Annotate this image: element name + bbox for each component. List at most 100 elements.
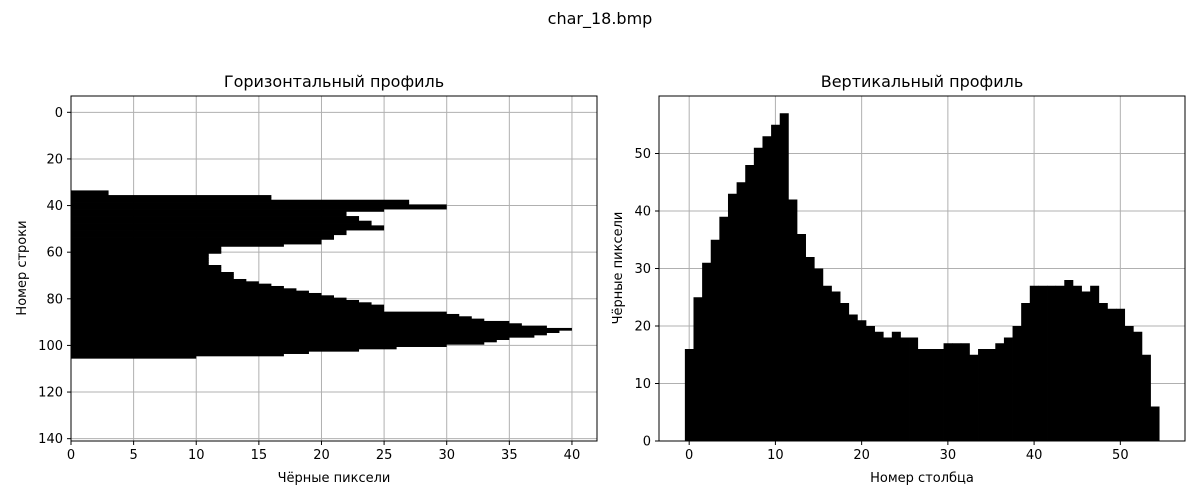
bar: [71, 260, 209, 264]
bar: [926, 349, 936, 441]
bar: [995, 343, 1005, 441]
x-tick-label: 25: [376, 448, 393, 463]
bar: [71, 330, 560, 334]
bar: [1038, 285, 1048, 441]
bar: [71, 195, 272, 198]
bar: [684, 349, 694, 441]
bar: [71, 334, 535, 338]
y-tick-label: 80: [46, 292, 63, 307]
bar: [71, 211, 347, 215]
x-tick-label: 10: [188, 448, 205, 463]
bar: [71, 323, 522, 327]
bar: [840, 303, 850, 441]
bar: [1133, 331, 1143, 441]
bar: [71, 337, 510, 340]
bar: [710, 239, 720, 441]
bar: [986, 349, 996, 441]
bar: [693, 297, 703, 441]
y-tick-label: 60: [46, 246, 63, 261]
bar: [1150, 406, 1160, 441]
bar: [1116, 308, 1126, 441]
horizontal-profile-chart: Горизонтальный профиль 0 5 10 15 20 25 30 35 400…: [15, 72, 598, 486]
bar: [71, 234, 334, 238]
bar: [1003, 337, 1013, 441]
bar: [71, 355, 197, 359]
bar: [736, 182, 746, 441]
bar: [719, 216, 729, 441]
bar: [71, 251, 222, 254]
bar: [1029, 285, 1039, 441]
bar: [71, 192, 109, 196]
bar: [71, 213, 347, 217]
x-tick-label: 0: [685, 448, 693, 463]
horizontal-profile-frame: [70, 95, 598, 442]
x-tick-label: 50: [1112, 448, 1129, 463]
bar: [822, 285, 832, 441]
x-tick-label: 20: [313, 448, 330, 463]
vertical-profile-xlabel: Номер столбца: [870, 471, 974, 486]
bar: [788, 199, 798, 441]
bar: [71, 244, 284, 247]
bar: [71, 202, 410, 205]
bar: [71, 241, 322, 245]
y-tick-label: 100: [38, 339, 63, 354]
x-tick-label: 15: [251, 448, 268, 463]
bar: [1012, 326, 1022, 441]
horizontal-profile-bars: [71, 190, 572, 359]
bar: [848, 314, 858, 441]
x-tick-label: 40: [564, 448, 581, 463]
x-tick-label: 10: [767, 448, 784, 463]
bar: [1081, 291, 1091, 441]
bar: [771, 124, 781, 441]
horizontal-profile-title: Горизонтальный профиль: [224, 72, 444, 91]
x-tick-label: 30: [940, 448, 957, 463]
y-tick-label: 40: [634, 205, 651, 220]
bar: [71, 265, 222, 268]
bar: [71, 346, 397, 350]
bar: [874, 331, 884, 441]
bar: [71, 318, 485, 322]
bar: [1107, 308, 1117, 441]
bar: [865, 326, 875, 441]
bar: [891, 331, 901, 441]
y-tick-label: 140: [38, 432, 63, 447]
horizontal-profile-ticks: 0 5 10 15 20 25 30 35 40 0 20 40 60 80 100 120 140: [38, 106, 580, 463]
bar: [1090, 285, 1100, 441]
vertical-profile-chart: Вертикальный профиль 0 10 20 30 40 50 0 10 20 30 4…: [611, 72, 1186, 486]
bar: [1098, 303, 1108, 441]
bar: [71, 351, 309, 354]
bar: [943, 343, 953, 441]
bar: [71, 299, 360, 303]
bar: [71, 190, 109, 194]
y-tick-label: 120: [38, 386, 63, 401]
bar: [71, 302, 372, 306]
bar: [71, 267, 222, 271]
bar: [71, 283, 272, 287]
x-tick-label: 35: [501, 448, 518, 463]
bar: [71, 220, 372, 224]
bar: [71, 237, 334, 240]
bar: [71, 197, 272, 201]
bar: [71, 253, 209, 257]
bar: [71, 332, 547, 336]
y-tick-label: 50: [634, 147, 651, 162]
vertical-profile-ticks: 0 10 20 30 40 50 0 10 20 30 40 50: [634, 147, 1128, 463]
bar: [71, 341, 485, 345]
horizontal-profile-xlabel: Чёрные пиксели: [278, 471, 391, 486]
bar: [969, 354, 979, 441]
bar: [71, 348, 360, 352]
bar: [71, 292, 322, 296]
bar: [702, 262, 712, 441]
bar: [727, 193, 738, 441]
bar: [71, 290, 309, 294]
bar: [909, 337, 919, 441]
bar: [71, 223, 372, 226]
bar: [71, 297, 347, 301]
bar: [71, 281, 259, 285]
bar: [71, 271, 234, 275]
x-tick-label: 5: [129, 448, 137, 463]
y-tick-label: 20: [46, 152, 63, 167]
bar: [71, 258, 209, 261]
bar: [71, 278, 247, 282]
bar: [883, 337, 893, 441]
